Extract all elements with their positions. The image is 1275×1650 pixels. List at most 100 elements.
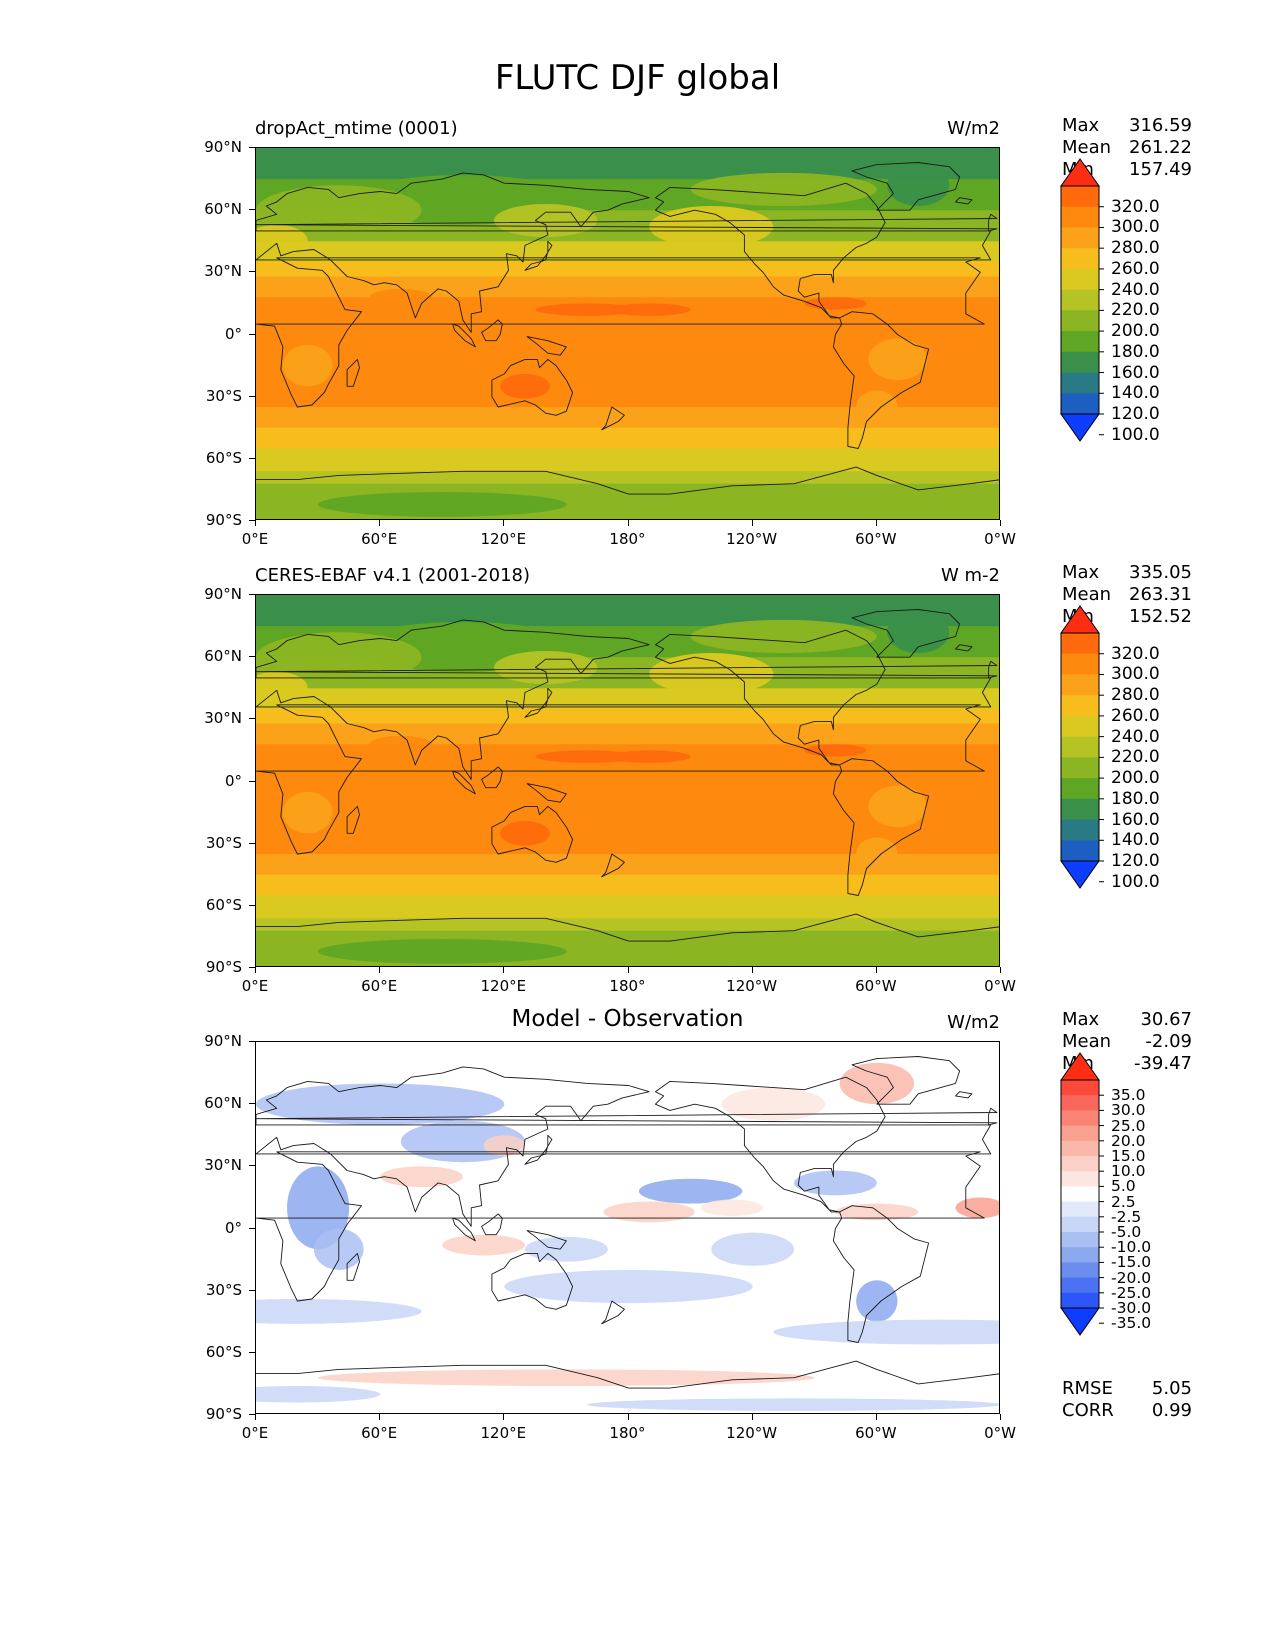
- contour-patch-10: [804, 297, 867, 310]
- lon-tick-label: 60°E: [361, 977, 398, 995]
- stat-row-rmse: RMSE 5.05: [1062, 1378, 1192, 1400]
- contour-patch-15: [462, 328, 795, 362]
- colorbar-box-2: [1061, 674, 1099, 696]
- colorbar-min-arrow: [1060, 413, 1100, 442]
- stat-row-max: Max 30.67: [1062, 1009, 1192, 1031]
- lat-tick-mark: [249, 1414, 255, 1415]
- contour-band-9: [256, 427, 999, 449]
- contour-band-8: [256, 854, 999, 876]
- lon-tick-label: 120°E: [480, 977, 527, 995]
- coastline-greenland: [851, 1056, 961, 1105]
- contour-patch-1: [256, 632, 422, 683]
- contour-patch-12: [868, 785, 927, 828]
- lon-tick-mark: [379, 967, 381, 973]
- lon-tick-label: 0°W: [984, 530, 1016, 548]
- lat-tick-label: 0°: [224, 1218, 242, 1237]
- stat-label: Max: [1062, 115, 1100, 136]
- coastline-uk: [256, 213, 998, 232]
- colorbar-label: 100.0: [1111, 424, 1160, 445]
- contour-patch-1: [256, 185, 422, 236]
- lat-tick-mark: [249, 1351, 255, 1353]
- anomaly-patch-5: [794, 1170, 877, 1196]
- colorbar-max-arrow: [1060, 1052, 1100, 1081]
- lon-tick-label: 180°: [609, 530, 646, 548]
- colorbar-box-4: [1061, 1140, 1099, 1157]
- colorbar-min-arrow: [1060, 1307, 1100, 1336]
- stat-label: Mean: [1062, 584, 1112, 605]
- lat-tick-mark: [249, 904, 255, 906]
- anomaly-patch-13: [700, 1199, 764, 1217]
- colorbar-label: 100.0: [1111, 871, 1160, 892]
- lat-tick-label: 60°S: [205, 1342, 242, 1361]
- lat-tick-mark: [249, 1041, 255, 1042]
- map-field: [256, 1042, 999, 1413]
- colorbar-box-6: [1061, 1171, 1099, 1187]
- anomaly-patch-19: [318, 1369, 815, 1386]
- coastline-madagascar: [346, 805, 360, 834]
- lat-tick-label: 30°N: [204, 262, 242, 281]
- colorbar-box-1: [1061, 206, 1099, 228]
- coastline-antarctica-ribbon: [256, 1360, 999, 1389]
- anomaly-patch-7: [856, 1280, 898, 1322]
- coastline-australia: [491, 1252, 574, 1310]
- map-field: [256, 148, 999, 519]
- colorbar-box-9: [1061, 1216, 1099, 1233]
- colorbar-box-9: [1061, 372, 1099, 394]
- coastline-greenland: [851, 609, 961, 658]
- lat-tick-label: 90°N: [204, 585, 242, 603]
- contour-patch-18: [669, 491, 960, 517]
- lat-tick-mark: [249, 967, 255, 968]
- anomaly-patch-18: [721, 1087, 826, 1121]
- anomaly-patch-0: [256, 1083, 505, 1125]
- contour-band-8: [256, 407, 999, 429]
- colorbar-frame: [1060, 632, 1100, 862]
- coastline-new-guinea: [526, 1230, 567, 1250]
- lon-tick-label: 180°: [609, 1424, 646, 1442]
- colorbar-box-8: [1061, 1201, 1099, 1218]
- coastline-africa: [256, 704, 985, 855]
- contour-patch-15: [462, 775, 795, 809]
- coastline-borneo: [481, 766, 503, 789]
- colorbar-wrapper-2: [1060, 605, 1110, 895]
- colorbar-label: -35.0: [1111, 1314, 1152, 1333]
- coastline-eurasia: [256, 172, 992, 333]
- coastline-japan: [524, 1134, 553, 1165]
- panel-name: dropAct_mtime (0001): [255, 118, 458, 139]
- panel-units: W/m2: [947, 118, 1000, 139]
- coastline-madagascar: [346, 358, 360, 387]
- contour-patch-9: [369, 735, 432, 753]
- stat-label: RMSE: [1062, 1378, 1113, 1399]
- anomaly-patch-22: [256, 1385, 381, 1403]
- lon-tick-label: 120°W: [726, 530, 778, 548]
- lon-tick-label: 60°W: [855, 977, 897, 995]
- coastline-greenland: [851, 162, 961, 211]
- colorbar-label: 20.0: [1111, 1131, 1146, 1150]
- contour-patch-2: [690, 172, 877, 207]
- colorbar-box-5: [1061, 1156, 1099, 1172]
- panel-name: CERES-EBAF v4.1 (2001-2018): [255, 565, 531, 586]
- coastline-borneo: [481, 319, 503, 342]
- anomaly-patch-14: [955, 1197, 999, 1219]
- stat-value: -2.09: [1145, 1031, 1192, 1052]
- lat-tick-mark: [249, 594, 255, 595]
- anomaly-patch-10: [773, 1319, 999, 1345]
- map-panel-3: Model - Observation W/m2 90°N 60°N 30°N 0° 30°…: [0, 1006, 1275, 1452]
- lon-tick-label: 120°E: [480, 530, 527, 548]
- contour-patch-9: [369, 288, 432, 306]
- colorbar-box-14: [1061, 1292, 1099, 1309]
- colorbar-label: 220.0: [1111, 300, 1160, 321]
- stat-value: 261.22: [1129, 137, 1192, 158]
- colorbar-2: [1060, 605, 1104, 889]
- lat-tick-label: 30°N: [204, 709, 242, 728]
- lon-tick-label: 120°W: [726, 1424, 778, 1442]
- lat-tick-mark: [249, 271, 255, 273]
- colorbar-box-13: [1061, 1277, 1099, 1294]
- contour-patch-14: [856, 390, 898, 424]
- coastline-n-america: [654, 629, 886, 766]
- panel-name: Model - Observation: [511, 1006, 744, 1032]
- coastline-uk: [256, 660, 998, 679]
- anomaly-patch-9: [256, 1298, 422, 1324]
- colorbar-wrapper-1: [1060, 158, 1110, 448]
- lat-tick-mark: [249, 842, 255, 844]
- colorbar-label: 260.0: [1111, 258, 1160, 279]
